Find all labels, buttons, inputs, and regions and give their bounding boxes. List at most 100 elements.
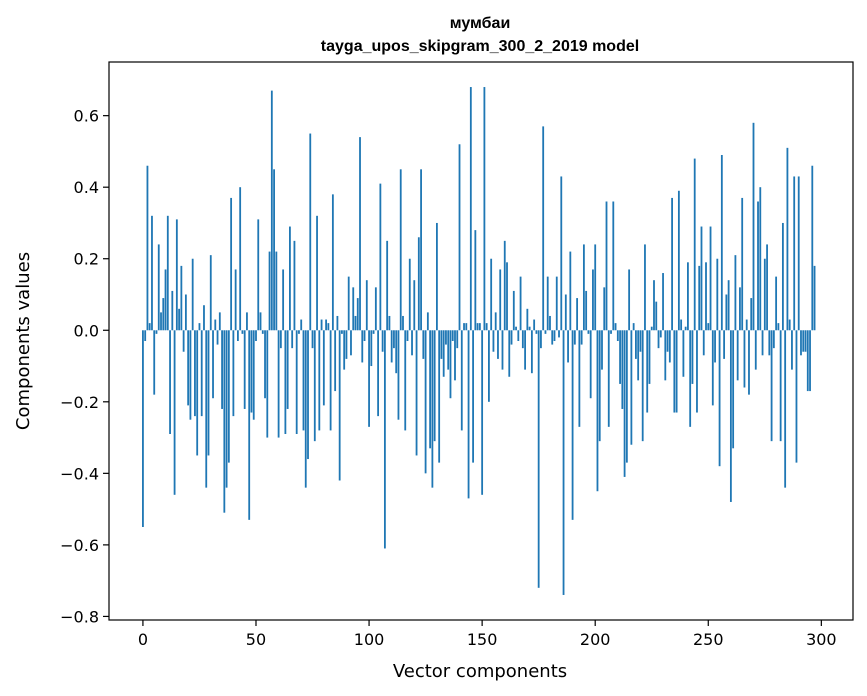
bar-77 [316, 215, 318, 331]
bar-39 [230, 197, 233, 331]
bar-35 [221, 330, 223, 409]
bar-176 [540, 330, 542, 349]
bar-13 [171, 290, 174, 331]
bar-144 [467, 330, 470, 499]
bar-260 [729, 330, 732, 502]
bar-178 [544, 330, 547, 334]
bar-199 [592, 269, 594, 331]
bar-285 [786, 147, 789, 331]
bar-9 [162, 298, 165, 331]
bar-233 [668, 330, 671, 363]
bar-102 [372, 330, 375, 334]
bar-70 [300, 319, 303, 331]
bar-99 [365, 280, 368, 331]
bar-104 [377, 330, 380, 417]
bar-255 [718, 330, 721, 467]
bar-228 [657, 330, 660, 349]
bar-169 [524, 330, 526, 370]
bar-245 [696, 330, 698, 413]
bar-88 [341, 330, 343, 334]
y-tick-label: 0.2 [74, 250, 99, 269]
bar-263 [736, 330, 739, 381]
bar-130 [436, 222, 438, 331]
bar-184 [558, 330, 560, 338]
bar-142 [463, 323, 465, 331]
bar-253 [714, 330, 716, 363]
bar-48 [250, 330, 253, 413]
bar-150 [481, 330, 484, 495]
bar-202 [598, 330, 601, 442]
bar-120 [413, 280, 416, 331]
bar-221 [641, 330, 644, 442]
bar-257 [723, 330, 726, 359]
bar-289 [795, 330, 798, 463]
bar-216 [630, 330, 633, 445]
y-tick-label: 0.0 [74, 321, 99, 340]
bar-224 [648, 330, 651, 384]
bar-133 [442, 330, 445, 377]
plot-frame [108, 61, 854, 621]
bar-36 [223, 330, 226, 513]
bar-47 [248, 330, 251, 520]
bar-213 [623, 330, 626, 477]
bar-30 [209, 255, 212, 331]
bar-193 [578, 330, 581, 427]
bar-152 [485, 323, 488, 331]
bar-95 [356, 298, 359, 331]
bar-182 [553, 330, 556, 341]
bar-191 [573, 330, 576, 345]
bar-160 [503, 240, 506, 331]
bar-62 [282, 269, 285, 331]
bar-177 [542, 126, 545, 331]
bar-254 [716, 258, 719, 331]
chart-title: мумбаи [450, 15, 511, 32]
bar-90 [345, 330, 348, 359]
bar-105 [379, 183, 382, 331]
bar-60 [277, 330, 280, 438]
bar-192 [576, 298, 579, 331]
bar-22 [191, 258, 194, 331]
bar-267 [745, 319, 748, 331]
bar-80 [322, 330, 325, 406]
bar-61 [279, 330, 282, 349]
bar-83 [329, 330, 332, 431]
bar-166 [517, 330, 520, 341]
bar-127 [429, 330, 432, 449]
bar-15 [175, 219, 178, 331]
bar-209 [614, 323, 617, 331]
bar-121 [415, 330, 418, 456]
bar-75 [311, 330, 314, 349]
bar-79 [320, 319, 323, 331]
bar-27 [203, 305, 205, 331]
bar-111 [393, 330, 395, 349]
bar-195 [582, 244, 585, 331]
bar-275 [763, 258, 766, 331]
bar-203 [601, 330, 603, 370]
bar-89 [343, 330, 346, 370]
bar-137 [451, 330, 454, 341]
bar-17 [180, 265, 183, 331]
bar-24 [196, 330, 199, 456]
bar-277 [768, 330, 771, 356]
bar-185 [560, 176, 563, 331]
bar-131 [438, 330, 441, 463]
bar-125 [424, 330, 427, 474]
bar-69 [298, 330, 300, 334]
bar-223 [646, 330, 649, 413]
bar-118 [408, 258, 411, 331]
bar-8 [160, 312, 162, 331]
bar-44 [241, 330, 244, 334]
bar-0 [142, 330, 144, 527]
bar-100 [368, 330, 370, 427]
bar-159 [501, 330, 504, 370]
bar-94 [354, 315, 357, 331]
bar-136 [449, 330, 452, 399]
bar-200 [594, 244, 597, 331]
bar-51 [257, 219, 260, 331]
bar-85 [334, 330, 337, 392]
y-tick-label: −0.8 [60, 607, 99, 626]
bar-37 [225, 330, 228, 488]
bar-12 [169, 330, 171, 434]
bar-63 [284, 330, 287, 434]
bar-173 [533, 319, 536, 331]
